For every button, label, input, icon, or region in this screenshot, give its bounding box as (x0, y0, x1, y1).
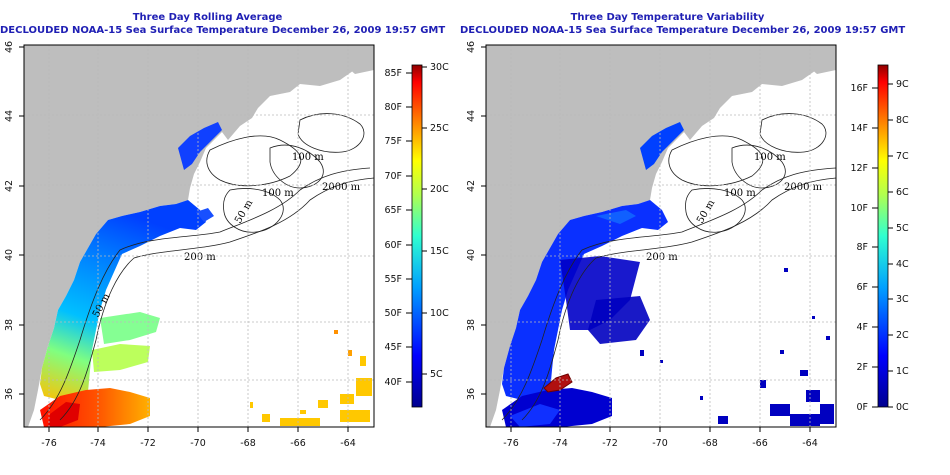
left-cb-f: 55F (384, 274, 402, 285)
left-y-tick: 36 (4, 388, 15, 400)
left-contour-100m-a: 100 m (292, 152, 324, 163)
left-cb-f: 75F (384, 136, 402, 147)
left-y-tick: 40 (4, 249, 15, 261)
left-cb-c: 25C (430, 123, 449, 134)
right-cb-f: 6F (856, 282, 868, 293)
right-title-line2: DECLOUDED NOAA-15 Sea Surface Temperatur… (460, 25, 906, 36)
left-x-tick: -64 (340, 438, 356, 449)
left-map-title: Three Day Rolling Average DECLOUDED NOAA… (0, 11, 446, 37)
left-cb-c: 10C (430, 308, 449, 319)
right-contour-200m: 200 m (646, 252, 678, 263)
right-cb-c: 9C (896, 79, 909, 90)
left-map: 100 m 100 m 2000 m 50 m 200 m 50 m (23, 44, 375, 428)
left-contour-100m-b: 100 m (262, 188, 294, 199)
right-cb-f: 10F (850, 203, 868, 214)
left-cb-c: 15C (430, 246, 449, 257)
left-contour-200m: 200 m (184, 252, 216, 263)
left-colorbar: 85F 80F 75F 70F 65F 60F 55F 50F 45F 40F … (384, 62, 449, 408)
right-x-tick: -64 (802, 438, 818, 449)
right-cb-f: 8F (856, 242, 868, 253)
right-cb-f: 4F (856, 322, 868, 333)
right-cb-c: 4C (896, 259, 909, 270)
right-var-hotspot (543, 373, 573, 393)
left-y-tick: 46 (4, 41, 15, 53)
right-cb-f: 16F (850, 83, 868, 94)
left-cb-f: 50F (384, 308, 402, 319)
left-x-tick: -72 (140, 438, 156, 449)
right-y-tick: 36 (466, 388, 477, 400)
right-cb-c: 7C (896, 151, 909, 162)
right-cb-c: 1C (896, 366, 909, 377)
right-cb-f: 14F (850, 123, 868, 134)
right-contour-2000m: 2000 m (784, 182, 823, 193)
left-title-line2: DECLOUDED NOAA-15 Sea Surface Temperatur… (0, 25, 446, 36)
right-y-tick: 42 (466, 180, 477, 192)
left-y-axis: 36 38 40 42 44 46 (4, 41, 24, 400)
left-cb-c: 5C (430, 369, 443, 380)
right-x-tick: -74 (552, 438, 568, 449)
right-var-coastal (502, 200, 668, 400)
left-cb-f: 80F (384, 102, 402, 113)
left-cb-f: 45F (384, 342, 402, 353)
right-y-tick: 46 (466, 41, 477, 53)
right-x-tick: -70 (652, 438, 668, 449)
right-colorbar: 16F 14F 12F 10F 8F 6F 4F 2F 0F 9C 8C 7C … (850, 64, 909, 413)
right-cb-f: 0F (856, 402, 868, 413)
left-sst-coastal (40, 200, 206, 400)
right-x-tick: -76 (503, 438, 519, 449)
right-contour-100m-a: 100 m (754, 152, 786, 163)
left-cb-f: 70F (384, 171, 402, 182)
right-y-tick: 40 (466, 249, 477, 261)
left-x-tick: -74 (90, 438, 106, 449)
right-x-axis: -76 -74 -72 -70 -68 -66 -64 (503, 427, 818, 449)
right-map-title: Three Day Temperature Variability DECLOU… (460, 11, 906, 37)
right-x-tick: -68 (702, 438, 718, 449)
right-cb-c: 8C (896, 115, 909, 126)
left-cb-f: 60F (384, 240, 402, 251)
left-y-tick: 38 (4, 319, 15, 331)
right-cb-c: 5C (896, 223, 909, 234)
left-x-tick: -76 (41, 438, 57, 449)
right-cb-c: 6C (896, 187, 909, 198)
left-cb-f: 40F (384, 377, 402, 388)
right-y-tick: 44 (466, 110, 477, 122)
right-title-line1: Three Day Temperature Variability (570, 12, 765, 23)
right-y-tick: 38 (466, 319, 477, 331)
left-cb-f: 65F (384, 205, 402, 216)
right-cb-c: 0C (896, 402, 909, 413)
left-title-line1: Three Day Rolling Average (132, 12, 283, 23)
right-x-tick: -66 (752, 438, 768, 449)
left-x-tick: -68 (240, 438, 256, 449)
left-contour-2000m: 2000 m (322, 182, 361, 193)
left-x-tick: -70 (190, 438, 206, 449)
right-land (486, 45, 836, 427)
left-cb-c: 20C (430, 184, 449, 195)
left-cb-c: 30C (430, 62, 449, 73)
right-x-tick: -72 (602, 438, 618, 449)
left-x-tick: -66 (290, 438, 306, 449)
left-cb-f: 85F (384, 68, 402, 79)
right-contour-100m-b: 100 m (724, 188, 756, 199)
left-x-axis: -76 -74 -72 -70 -68 -66 -64 (41, 427, 356, 449)
right-map: 100 m 100 m 2000 m 50 m 200 m (485, 44, 837, 428)
right-cb-c: 2C (896, 330, 909, 341)
right-cb-c: 3C (896, 294, 909, 305)
right-cb-f: 12F (850, 163, 868, 174)
right-cb-f: 2F (856, 362, 868, 373)
left-land (24, 45, 374, 427)
left-y-tick: 42 (4, 180, 15, 192)
right-y-axis: 36 38 40 42 44 46 (466, 41, 486, 400)
left-y-tick: 44 (4, 110, 15, 122)
